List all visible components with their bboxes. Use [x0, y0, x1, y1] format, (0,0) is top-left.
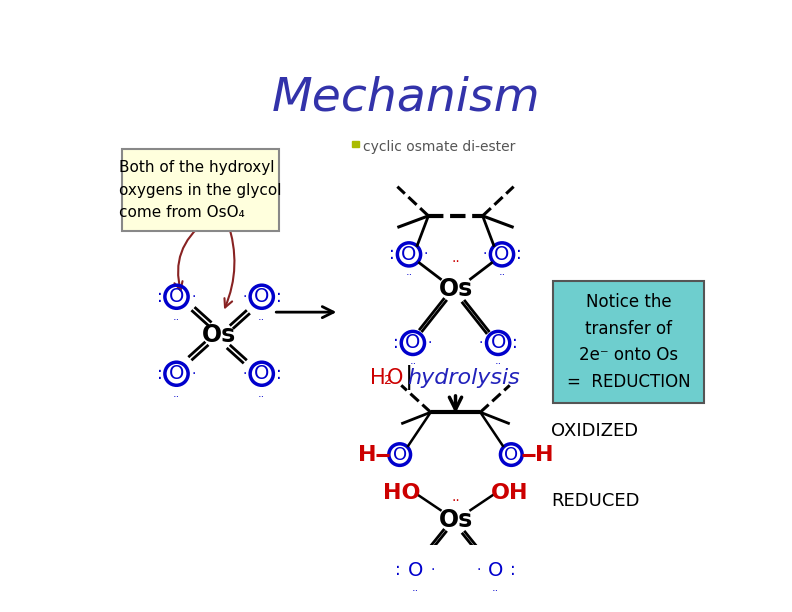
- Text: H: H: [358, 444, 376, 465]
- Text: :: :: [157, 288, 162, 306]
- Text: ..: ..: [492, 583, 500, 593]
- Text: O: O: [494, 245, 510, 264]
- Text: O: O: [254, 364, 269, 383]
- Text: O: O: [393, 446, 407, 464]
- Text: HO: HO: [383, 483, 420, 503]
- Text: ..: ..: [173, 389, 180, 399]
- Text: O: O: [169, 364, 185, 383]
- Text: |: |: [405, 365, 413, 390]
- Text: ..: ..: [173, 312, 180, 322]
- Text: ..: ..: [498, 267, 505, 277]
- Text: cyclic osmate di-ester: cyclic osmate di-ester: [363, 140, 515, 154]
- Bar: [352, 141, 359, 147]
- Text: ·: ·: [242, 367, 247, 381]
- Text: O: O: [402, 245, 417, 264]
- Text: ..: ..: [406, 267, 413, 277]
- Text: :: :: [395, 561, 401, 579]
- Text: :: :: [393, 334, 398, 352]
- Text: :: :: [157, 365, 162, 382]
- Text: ·: ·: [242, 289, 247, 304]
- Text: Both of the hydroxyl
oxygens in the glycol
come from OsO₄: Both of the hydroxyl oxygens in the glyc…: [120, 160, 282, 220]
- Text: ·: ·: [483, 247, 487, 261]
- Text: O: O: [505, 446, 518, 464]
- Text: :: :: [276, 288, 282, 306]
- Text: ..: ..: [451, 490, 460, 504]
- Text: OXIDIZED: OXIDIZED: [551, 422, 638, 441]
- Text: O: O: [490, 334, 506, 353]
- Text: ..: ..: [258, 312, 265, 322]
- FancyBboxPatch shape: [554, 281, 703, 403]
- Text: REDUCED: REDUCED: [550, 492, 639, 510]
- Text: :: :: [389, 245, 395, 263]
- Text: H: H: [535, 444, 553, 465]
- Text: Os: Os: [202, 323, 236, 347]
- Text: Os: Os: [439, 277, 473, 301]
- Text: :: :: [510, 561, 516, 579]
- FancyArrowPatch shape: [174, 222, 205, 290]
- Text: ..: ..: [258, 389, 265, 399]
- Text: :: :: [516, 245, 522, 263]
- Text: ·: ·: [192, 367, 196, 381]
- FancyBboxPatch shape: [122, 149, 279, 231]
- Text: ·: ·: [428, 336, 432, 350]
- Text: ·: ·: [430, 563, 435, 577]
- Text: ·: ·: [192, 289, 196, 304]
- Text: ..: ..: [412, 583, 419, 593]
- Text: ..: ..: [409, 356, 417, 365]
- Text: O: O: [254, 287, 269, 306]
- Text: O: O: [488, 561, 504, 580]
- FancyArrowPatch shape: [224, 222, 234, 307]
- Text: OH: OH: [491, 483, 528, 503]
- Text: H: H: [370, 368, 386, 387]
- Text: Os: Os: [439, 508, 473, 532]
- Text: ·: ·: [479, 336, 483, 350]
- Text: ..: ..: [451, 252, 460, 265]
- Text: O: O: [386, 368, 403, 387]
- Text: 2: 2: [383, 374, 391, 387]
- Text: O: O: [169, 287, 185, 306]
- Text: ..: ..: [494, 356, 502, 365]
- Text: Notice the
transfer of
2e⁻ onto Os
=  REDUCTION: Notice the transfer of 2e⁻ onto Os = RED…: [566, 293, 690, 390]
- Text: ·: ·: [424, 247, 428, 261]
- Text: O: O: [406, 334, 421, 353]
- Text: ·: ·: [477, 563, 481, 577]
- Text: O: O: [408, 561, 423, 580]
- Text: hydrolysis: hydrolysis: [407, 368, 520, 387]
- Text: :: :: [512, 334, 518, 352]
- Text: :: :: [276, 365, 282, 382]
- Text: Mechanism: Mechanism: [272, 75, 540, 121]
